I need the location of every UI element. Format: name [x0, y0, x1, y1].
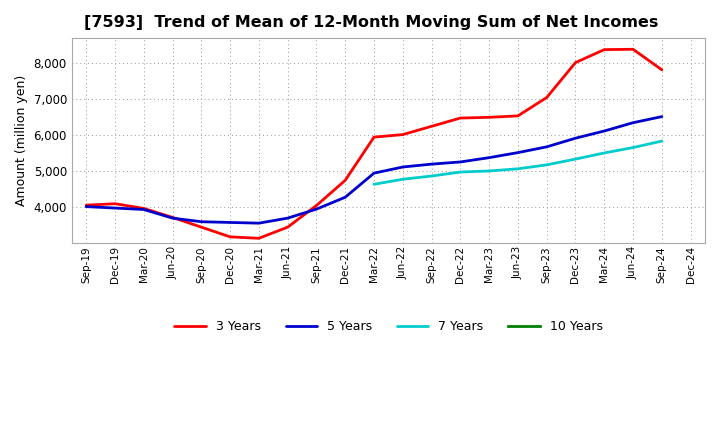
5 Years [168, 216, 177, 221]
5 Years [456, 159, 464, 165]
5 Years [341, 194, 349, 200]
3 Years [657, 67, 666, 73]
7 Years [398, 176, 407, 182]
5 Years [312, 206, 321, 212]
3 Years [571, 60, 580, 65]
3 Years [111, 201, 120, 206]
3 Years [226, 234, 235, 239]
5 Years [197, 219, 206, 224]
3 Years [197, 224, 206, 230]
7 Years [513, 166, 522, 172]
3 Years [629, 47, 637, 52]
7 Years [427, 173, 436, 179]
3 Years [398, 132, 407, 137]
7 Years [369, 182, 378, 187]
5 Years [542, 144, 551, 150]
7 Years [657, 139, 666, 144]
7 Years [629, 145, 637, 150]
5 Years [629, 120, 637, 125]
5 Years [140, 207, 148, 212]
Line: 5 Years: 5 Years [86, 117, 662, 223]
5 Years [369, 170, 378, 176]
5 Years [513, 150, 522, 155]
3 Years [485, 115, 493, 120]
5 Years [427, 161, 436, 167]
5 Years [398, 165, 407, 170]
3 Years [255, 236, 264, 241]
3 Years [341, 178, 349, 183]
5 Years [284, 216, 292, 221]
3 Years [168, 215, 177, 220]
3 Years [600, 47, 608, 52]
7 Years [571, 157, 580, 162]
3 Years [542, 95, 551, 100]
5 Years [255, 220, 264, 226]
7 Years [485, 169, 493, 174]
3 Years [456, 115, 464, 121]
5 Years [485, 155, 493, 160]
Y-axis label: Amount (million yen): Amount (million yen) [15, 75, 28, 206]
Text: [7593]  Trend of Mean of 12-Month Moving Sum of Net Incomes: [7593] Trend of Mean of 12-Month Moving … [84, 15, 659, 30]
3 Years [82, 202, 91, 208]
7 Years [542, 162, 551, 168]
7 Years [600, 150, 608, 156]
Line: 3 Years: 3 Years [86, 49, 662, 238]
3 Years [312, 203, 321, 208]
3 Years [284, 224, 292, 230]
3 Years [513, 113, 522, 118]
3 Years [140, 206, 148, 211]
3 Years [369, 135, 378, 140]
5 Years [226, 220, 235, 225]
5 Years [571, 136, 580, 141]
3 Years [427, 124, 436, 129]
Line: 7 Years: 7 Years [374, 141, 662, 184]
7 Years [456, 169, 464, 175]
5 Years [82, 204, 91, 209]
Legend: 3 Years, 5 Years, 7 Years, 10 Years: 3 Years, 5 Years, 7 Years, 10 Years [169, 315, 608, 338]
5 Years [111, 205, 120, 211]
5 Years [657, 114, 666, 119]
5 Years [600, 128, 608, 134]
